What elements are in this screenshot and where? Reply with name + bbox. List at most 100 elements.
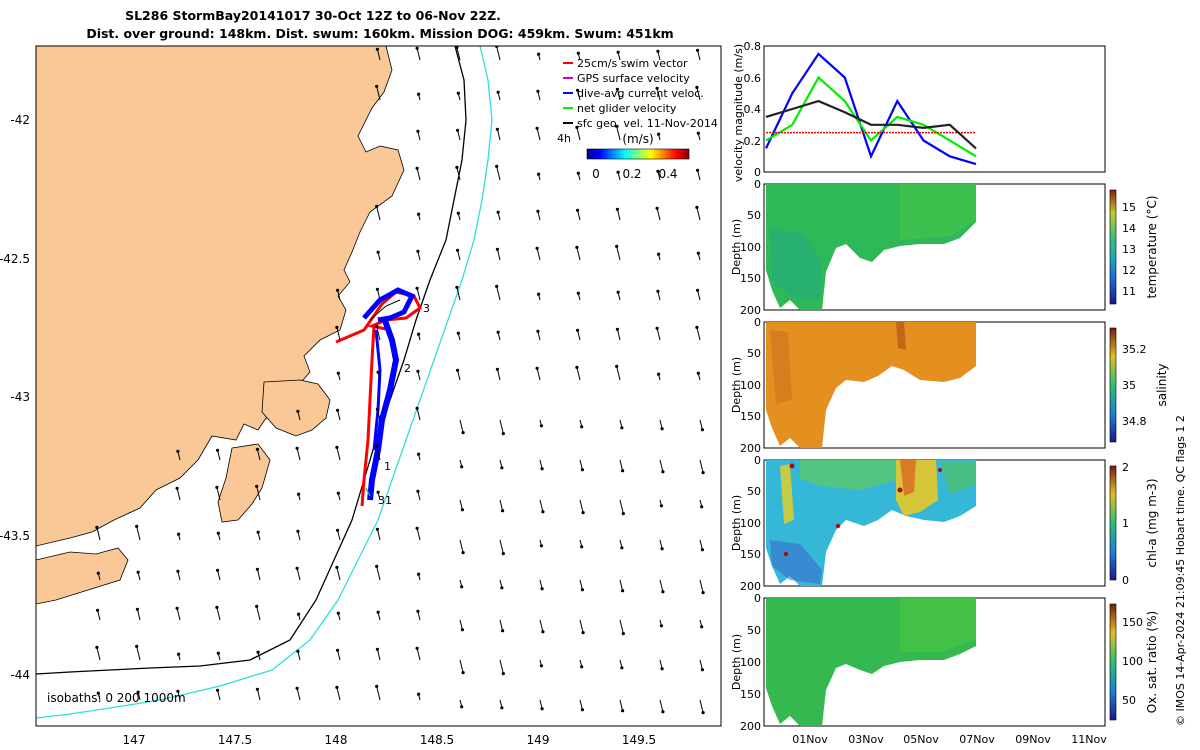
velocity-vector-head — [376, 250, 380, 254]
velocity-vector-head — [535, 366, 539, 370]
colorbar-title: (m/s) — [622, 132, 653, 146]
velocity-vector-head — [216, 688, 220, 692]
velocity-vector — [459, 539, 464, 553]
velocity-vector-head — [580, 468, 585, 472]
depth-tick-label: 100 — [740, 656, 761, 669]
velocity-vector-head — [216, 531, 220, 535]
velocity-vector-head — [416, 129, 420, 133]
velocity-vector — [336, 327, 341, 341]
velocity-vector-head — [701, 711, 705, 715]
colorbar-tick-label: 0.4 — [658, 167, 677, 181]
velocity-vector — [699, 419, 703, 430]
velocity-vector-head — [696, 168, 700, 172]
temp-cbar-tick: 12 — [1122, 264, 1136, 277]
velocity-vector-head — [255, 484, 259, 488]
velocity-vector-head — [416, 489, 420, 493]
velocity-vector — [619, 579, 624, 591]
oxygen-colorbar — [1109, 603, 1117, 721]
map-y-tick-label: -43 — [10, 390, 30, 404]
velocity-vector-head — [656, 169, 660, 173]
map-legend: 25cm/s swim vector GPS surface velocity … — [557, 57, 718, 181]
velocity-vector — [577, 90, 581, 101]
velocity-vector-head — [501, 552, 505, 556]
velocity-vector — [416, 528, 421, 541]
velocity-vector-head — [575, 365, 579, 369]
velocity-vector-head — [656, 49, 660, 53]
vel-y-tick-label: 0.2 — [744, 135, 762, 148]
depth-tick-label: 200 — [740, 442, 761, 455]
velocity-vector — [619, 619, 624, 634]
velocity-vector-head — [176, 689, 180, 693]
velocity-vector — [459, 619, 463, 630]
velocity-vector-head — [621, 632, 625, 636]
velocity-vector-head — [537, 172, 541, 176]
velocity-vector-head — [615, 124, 619, 128]
depth-tick-label: 0 — [754, 454, 761, 467]
map-y-axis: -42 -42.5 -43 -43.5 -44 — [0, 113, 30, 682]
velocity-vector-head — [500, 466, 504, 470]
velocity-vector-head — [659, 504, 664, 508]
velocity-colorbar — [586, 148, 690, 160]
velocity-vector — [296, 448, 301, 461]
velocity-vector-head — [460, 585, 464, 589]
velocity-vector-head — [461, 551, 465, 555]
velocity-vector-head — [460, 465, 464, 469]
velocity-vector-head — [255, 604, 259, 609]
velocity-vector-head — [700, 428, 705, 432]
velocity-vector-head — [416, 249, 420, 253]
depth-tick-label: 50 — [747, 624, 761, 637]
velocity-vector-head — [695, 85, 699, 89]
chla-cbar-tick: 1 — [1122, 517, 1129, 530]
map-panel: 3 2 1 31 147 147.5 148 148.5 149 149.5 -… — [0, 45, 722, 747]
velocity-vector-head — [460, 705, 464, 709]
velocity-vector — [256, 486, 261, 501]
velocity-vector-head — [335, 445, 339, 449]
velocity-vector-head — [136, 690, 140, 694]
velocity-vector-head — [215, 485, 219, 489]
velocity-vector — [376, 686, 381, 701]
velocity-vector-head — [500, 586, 504, 590]
velocity-vector-head — [581, 510, 585, 515]
velocity-vector — [376, 326, 381, 341]
velocity-vector-head — [655, 86, 659, 90]
depth-tick-label: 0 — [754, 178, 761, 191]
velocity-vector-head — [95, 645, 99, 650]
velocity-vector-head — [655, 326, 659, 330]
depth-tick-label: 100 — [740, 517, 761, 530]
salinity-panel: 0 50 100 150 200 Depth (m) 34.8 35 35.2 … — [730, 316, 1169, 455]
velocity-vector-head — [616, 290, 620, 294]
velocity-vector — [376, 289, 381, 301]
velocity-vector-head — [501, 509, 505, 513]
velocity-vector — [656, 208, 661, 221]
velocity-vector — [697, 50, 701, 61]
vel-y-tick-label: 0 — [754, 166, 761, 179]
temp-cbar-tick: 11 — [1122, 285, 1136, 298]
velocity-vector-head — [495, 367, 499, 371]
velocity-vector — [496, 46, 501, 61]
colorbar-tick-label: 0 — [592, 167, 600, 181]
map-x-tick-label: 149 — [527, 733, 550, 747]
velocity-vector — [96, 527, 101, 541]
land-bruny — [217, 443, 271, 523]
depth-tick-label: 0 — [754, 592, 761, 605]
colorbar-tick-label: 0.2 — [622, 167, 641, 181]
velocity-vector — [216, 607, 221, 621]
velocity-vector — [699, 539, 703, 550]
velocity-vector-head — [495, 247, 499, 251]
sal-cbar-tick: 34.8 — [1122, 415, 1147, 428]
velocity-vector — [496, 286, 501, 301]
velocity-vector-head — [501, 432, 505, 436]
velocity-vector-head — [541, 510, 545, 514]
velocity-vector-head — [616, 170, 620, 174]
velocity-vector-head — [336, 408, 340, 412]
velocity-vector-head — [375, 407, 379, 411]
velocity-vector — [296, 568, 301, 581]
depth-tick-label: 150 — [740, 688, 761, 701]
velocity-vector-head — [657, 132, 661, 136]
velocity-vector — [619, 699, 624, 711]
velocity-vector-head — [500, 706, 504, 710]
velocity-vector-head — [95, 525, 99, 530]
salinity-colorbar — [1109, 327, 1117, 443]
velocity-vector — [499, 419, 504, 434]
velocity-vector — [337, 290, 341, 301]
